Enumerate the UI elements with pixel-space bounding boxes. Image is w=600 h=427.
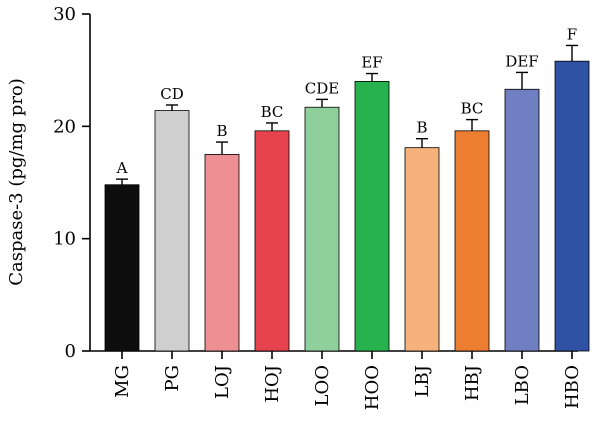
x-tick-label-hbo: HBO [562, 365, 583, 409]
significance-label-loo: CDE [305, 79, 339, 97]
y-tick-label: 20 [53, 116, 76, 137]
x-tick-label-loj: LOJ [212, 365, 233, 399]
significance-label-mg: A [116, 159, 128, 177]
significance-label-hbj: BC [461, 100, 484, 118]
bar-loo [304, 106, 340, 352]
x-tick-label-hbj: HBJ [462, 365, 483, 401]
plot-area: 0 10 20 30 A MG CD PG B LOJ BC HOJ CDE LOO EF HOO B LBJ BC… [53, 4, 590, 410]
bar-lbj [404, 147, 440, 352]
y-tick-label: 0 [65, 341, 76, 362]
significance-label-loj: B [216, 122, 227, 140]
x-tick-label-mg: MG [112, 365, 133, 398]
bar-mg [104, 184, 140, 352]
significance-label-pg: CD [160, 85, 184, 103]
significance-label-hbo: F [567, 25, 577, 43]
x-tick-label-hoo: HOO [362, 365, 383, 410]
bar-hbo [554, 60, 590, 352]
bar-loj [204, 154, 240, 352]
significance-label-hoj: BC [261, 103, 284, 121]
significance-label-hoo: EF [361, 54, 382, 72]
y-axis-label: Caspase-3 (pg/mg pro) [6, 78, 27, 286]
y-tick-label: 30 [53, 4, 76, 25]
bar-lbo [504, 88, 540, 352]
x-tick-label-hoj: HOJ [262, 365, 283, 403]
bar-hoo [354, 81, 390, 352]
x-tick-label-lbo: LBO [512, 365, 533, 405]
significance-label-lbo: DEF [505, 52, 538, 70]
bar-pg [154, 110, 190, 352]
x-tick-label-pg: PG [162, 365, 183, 392]
significance-label-lbj: B [416, 119, 427, 137]
x-tick-label-loo: LOO [312, 365, 333, 406]
x-tick-label-lbj: LBJ [412, 365, 433, 397]
bar-hbj [454, 130, 490, 352]
y-tick-label: 10 [53, 229, 76, 250]
bar-hoj [254, 130, 290, 352]
